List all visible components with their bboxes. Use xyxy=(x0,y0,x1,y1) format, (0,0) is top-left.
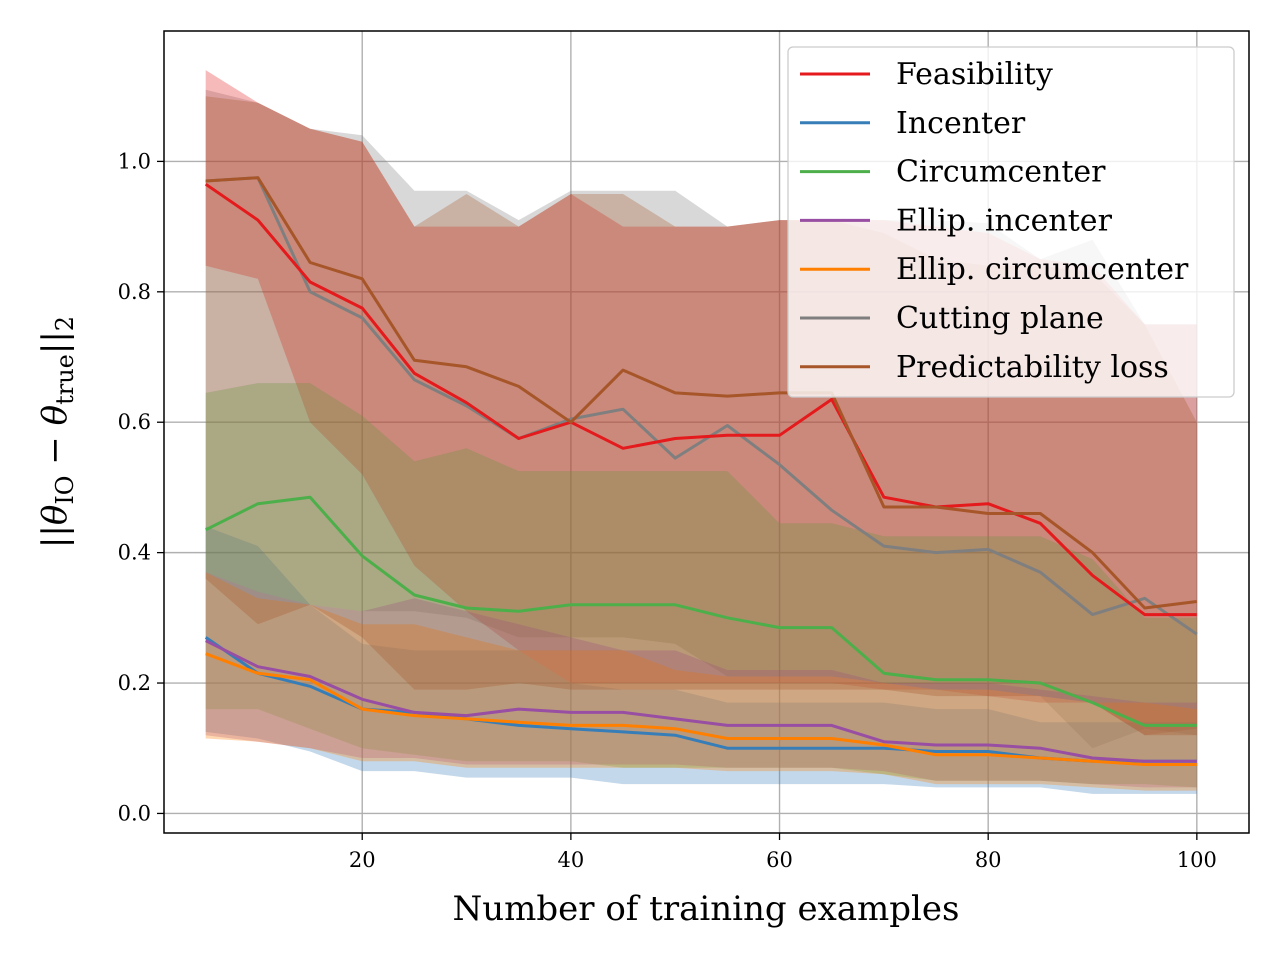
band-incenter xyxy=(205,526,1197,794)
legend-box xyxy=(787,46,1235,398)
y-tick-label: 0.6 xyxy=(118,410,151,434)
legend-label: Incenter xyxy=(896,106,1026,141)
line-predictability-loss xyxy=(205,176,1197,610)
band-ellip-circumcenter xyxy=(205,572,1197,791)
x-tick-label: 100 xyxy=(1177,848,1217,872)
legend-label: Ellip. circumcenter xyxy=(896,252,1189,287)
y-tick-label: 0.0 xyxy=(118,801,151,825)
y-tick-label: 0.2 xyxy=(118,671,151,695)
line-cutting-plane xyxy=(205,176,1198,636)
x-axis-label: Number of training examples xyxy=(452,889,959,929)
line-feasibility xyxy=(204,182,1197,617)
legend: Feasibility Incenter Circumcenter Ellip. in… xyxy=(787,46,1235,398)
series-lines xyxy=(204,176,1198,766)
plot-frame xyxy=(163,30,1250,834)
line-ellip-incenter xyxy=(205,639,1197,763)
line-circumcenter xyxy=(205,495,1197,727)
legend-label: Predictability loss xyxy=(896,350,1169,385)
y-tick-label: 1.0 xyxy=(118,149,151,173)
legend-label: Circumcenter xyxy=(896,155,1106,190)
band-circumcenter xyxy=(205,383,1197,788)
y-tick-label: 0.4 xyxy=(118,541,151,565)
x-tick-label: 40 xyxy=(558,848,585,872)
axis-ticks: 20 40 60 80 100 0.0 0.2 0.4 0.6 0.8 1.0 xyxy=(118,149,1217,872)
x-tick-label: 60 xyxy=(766,848,793,872)
legend-label: Cutting plane xyxy=(896,301,1104,336)
band-predictability-loss xyxy=(205,96,1197,736)
legend-label: Ellip. incenter xyxy=(896,203,1113,238)
legend-label: Feasibility xyxy=(896,57,1053,92)
x-tick-label: 80 xyxy=(975,848,1002,872)
y-tick-label: 0.8 xyxy=(118,280,151,304)
band-ellip-incenter xyxy=(205,572,1197,788)
y-axis-label: ||θIO − θtrue||2 xyxy=(35,316,79,548)
line-ellip-circumcenter xyxy=(205,652,1197,766)
x-tick-label: 20 xyxy=(349,848,376,872)
